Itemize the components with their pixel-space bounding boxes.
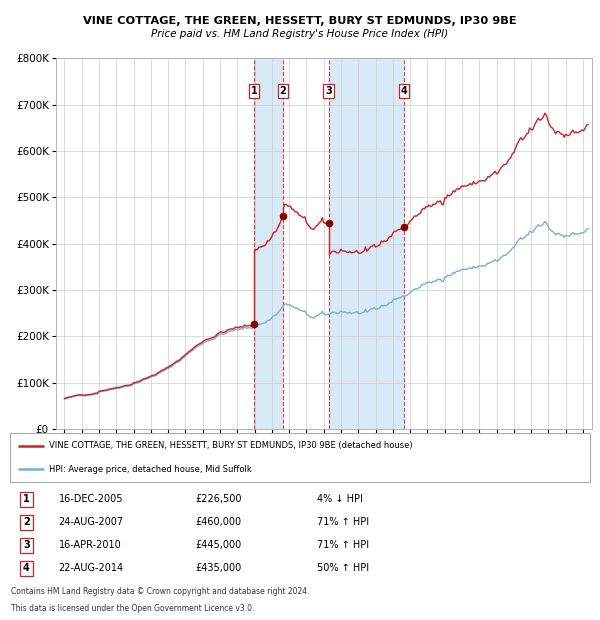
Text: 4% ↓ HPI: 4% ↓ HPI [317,494,364,505]
Text: 4: 4 [401,86,407,95]
Bar [329,58,404,429]
Text: 2: 2 [23,517,30,528]
Text: 22-AUG-2014: 22-AUG-2014 [58,563,124,574]
Text: Price paid vs. HM Land Registry's House Price Index (HPI): Price paid vs. HM Land Registry's House … [151,29,449,39]
Text: VINE COTTAGE, THE GREEN, HESSETT, BURY ST EDMUNDS, IP30 9BE (detached house): VINE COTTAGE, THE GREEN, HESSETT, BURY S… [49,441,412,450]
Text: 71% ↑ HPI: 71% ↑ HPI [317,517,370,528]
Text: 71% ↑ HPI: 71% ↑ HPI [317,540,370,551]
Text: £226,500: £226,500 [195,494,242,505]
Text: 3: 3 [325,86,332,95]
Text: 1: 1 [250,86,257,95]
Text: £435,000: £435,000 [195,563,241,574]
Text: HPI: Average price, detached house, Mid Suffolk: HPI: Average price, detached house, Mid … [49,465,251,474]
Text: This data is licensed under the Open Government Licence v3.0.: This data is licensed under the Open Gov… [11,603,254,613]
Text: 4: 4 [23,563,30,574]
Text: 50% ↑ HPI: 50% ↑ HPI [317,563,370,574]
Text: 16-DEC-2005: 16-DEC-2005 [58,494,123,505]
Text: 1: 1 [23,494,30,505]
FancyBboxPatch shape [10,433,590,482]
Text: £445,000: £445,000 [195,540,241,551]
Text: VINE COTTAGE, THE GREEN, HESSETT, BURY ST EDMUNDS, IP30 9BE: VINE COTTAGE, THE GREEN, HESSETT, BURY S… [83,16,517,26]
Text: 24-AUG-2007: 24-AUG-2007 [58,517,124,528]
Text: Contains HM Land Registry data © Crown copyright and database right 2024.: Contains HM Land Registry data © Crown c… [11,587,310,596]
Text: 2: 2 [280,86,286,95]
Text: 3: 3 [23,540,30,551]
Text: 16-APR-2010: 16-APR-2010 [58,540,121,551]
Bar [254,58,283,429]
Text: £460,000: £460,000 [195,517,241,528]
